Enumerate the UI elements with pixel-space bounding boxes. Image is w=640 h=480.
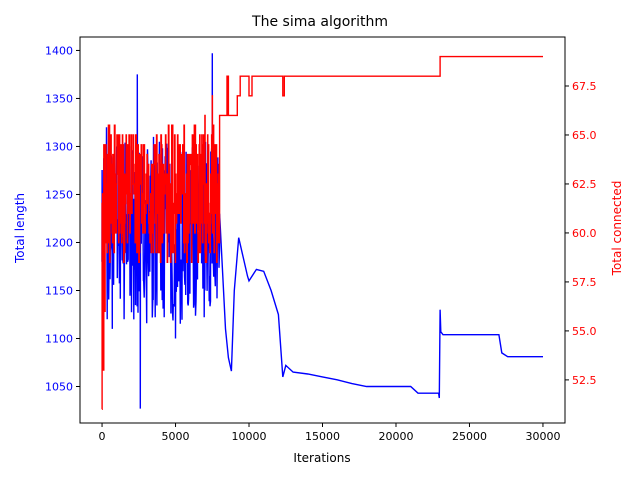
left-y-tick-label: 1250 xyxy=(45,188,73,201)
x-tick-label: 5000 xyxy=(162,430,190,443)
right-y-tick-label: 62.5 xyxy=(572,178,597,191)
right-y-tick-label: 57.5 xyxy=(572,276,597,289)
right-y-tick-label: 65.0 xyxy=(572,129,597,142)
x-tick-label: 15000 xyxy=(305,430,340,443)
left-y-tick-label: 1150 xyxy=(45,284,73,297)
right-y-tick-label: 52.5 xyxy=(572,374,597,387)
total-connected-series-line xyxy=(101,55,543,410)
right-y-axis-label: Total connected xyxy=(610,181,624,277)
x-tick-label: 0 xyxy=(99,430,106,443)
left-y-tick-label: 1050 xyxy=(45,381,73,394)
x-tick-label: 10000 xyxy=(232,430,267,443)
x-tick-label: 20000 xyxy=(378,430,413,443)
left-y-tick-label: 1350 xyxy=(45,92,73,105)
x-tick-label: 25000 xyxy=(452,430,487,443)
left-y-axis-label: Total length xyxy=(13,193,27,264)
right-y-tick-label: 55.0 xyxy=(572,325,597,338)
left-y-tick-label: 1100 xyxy=(45,333,73,346)
chart-title: The sima algorithm xyxy=(251,14,388,30)
right-y-tick-label: 67.5 xyxy=(572,80,597,93)
right-y-tick-label: 60.0 xyxy=(572,227,597,240)
plot-area xyxy=(101,53,543,410)
x-axis-label: Iterations xyxy=(293,451,350,465)
axes: 0 5000 10000 15000 20000 25000 30000 1050 1100 11… xyxy=(45,36,597,443)
left-y-tick-label: 1300 xyxy=(45,140,73,153)
left-y-tick-label: 1200 xyxy=(45,236,73,249)
x-tick-label: 30000 xyxy=(525,430,560,443)
left-y-tick-label: 1400 xyxy=(45,44,73,57)
